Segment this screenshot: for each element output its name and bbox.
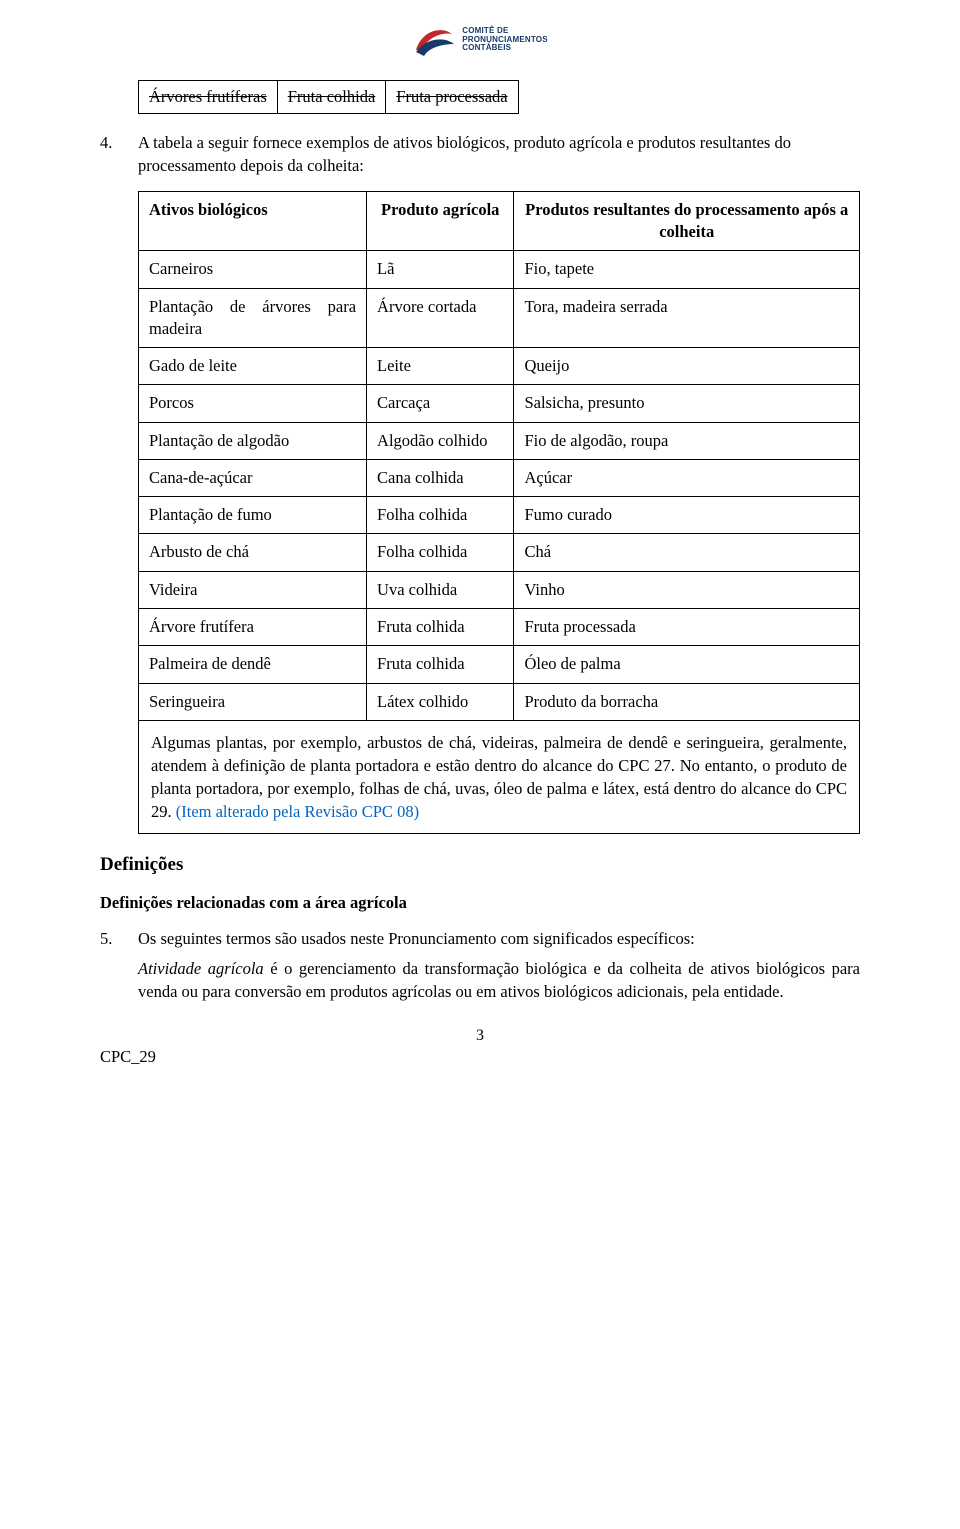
table-cell: Fio de algodão, roupa xyxy=(514,422,860,459)
table-cell: Carcaça xyxy=(367,385,514,422)
table-row: Arbusto de cháFolha colhidaChá xyxy=(139,534,860,571)
table-row: Plantação de árvores para madeiraÁrvore … xyxy=(139,288,860,348)
table-cell: Videira xyxy=(139,571,367,608)
table-header-row: Ativos biológicos Produto agrícola Produ… xyxy=(139,191,860,251)
table-row: Árvore frutíferaFruta colhidaFruta proce… xyxy=(139,608,860,645)
table-cell: Fio, tapete xyxy=(514,251,860,288)
strike-cell-2: Fruta processada xyxy=(386,81,518,114)
subsection-heading: Definições relacionadas com a área agríc… xyxy=(100,892,860,914)
table-cell: Plantação de fumo xyxy=(139,497,367,534)
table-cell: Chá xyxy=(514,534,860,571)
table-note-cell: Algumas plantas, por exemplo, arbustos d… xyxy=(139,720,860,833)
table-cell: Leite xyxy=(367,348,514,385)
logo-swoosh-icon xyxy=(412,20,456,60)
table-cell: Árvore cortada xyxy=(367,288,514,348)
table-cell: Tora, madeira serrada xyxy=(514,288,860,348)
table-cell: Gado de leite xyxy=(139,348,367,385)
table-cell: Fumo curado xyxy=(514,497,860,534)
th-2: Produtos resultantes do processamento ap… xyxy=(514,191,860,251)
table-cell: Látex colhido xyxy=(367,683,514,720)
section-heading-definicoes: Definições xyxy=(100,852,860,878)
table-row: Plantação de fumoFolha colhidaFumo curad… xyxy=(139,497,860,534)
footer: 3 CPC_29 xyxy=(100,1025,860,1069)
table-cell: Açúcar xyxy=(514,459,860,496)
item-4-number: 4. xyxy=(100,132,138,177)
table-cell: Fruta processada xyxy=(514,608,860,645)
table-row: CarneirosLãFio, tapete xyxy=(139,251,860,288)
table-cell: Óleo de palma xyxy=(514,646,860,683)
table-cell: Cana-de-açúcar xyxy=(139,459,367,496)
table-cell: Uva colhida xyxy=(367,571,514,608)
table-cell: Vinho xyxy=(514,571,860,608)
table-cell: Fruta colhida xyxy=(367,646,514,683)
header-logo: COMITÊ DE PRONUNCIAMENTOS CONTÁBEIS xyxy=(100,20,860,60)
table-cell: Lã xyxy=(367,251,514,288)
table-cell: Produto da borracha xyxy=(514,683,860,720)
page-number: 3 xyxy=(100,1025,860,1047)
logo-text: COMITÊ DE PRONUNCIAMENTOS CONTÁBEIS xyxy=(462,27,548,53)
doc-code: CPC_29 xyxy=(100,1046,860,1068)
table-cell: Plantação de algodão xyxy=(139,422,367,459)
table-row: Plantação de algodãoAlgodão colhidoFio d… xyxy=(139,422,860,459)
table-cell: Cana colhida xyxy=(367,459,514,496)
strike-cell-1: Fruta colhida xyxy=(277,81,386,114)
item-5-number: 5. xyxy=(100,928,138,1003)
item-5: 5. Os seguintes termos são usados neste … xyxy=(100,928,860,1003)
item-5-term: Atividade agrícola xyxy=(138,959,264,978)
table-row: Gado de leiteLeiteQueijo xyxy=(139,348,860,385)
item-5-body: Os seguintes termos são usados neste Pro… xyxy=(138,928,860,1003)
item-5-definition: Atividade agrícola é o gerenciamento da … xyxy=(138,958,860,1003)
table-row: VideiraUva colhidaVinho xyxy=(139,571,860,608)
table-cell: Seringueira xyxy=(139,683,367,720)
item-4: 4. A tabela a seguir fornece exemplos de… xyxy=(100,132,860,177)
th-0: Ativos biológicos xyxy=(139,191,367,251)
table-cell: Folha colhida xyxy=(367,534,514,571)
note-revision-text: (Item alterado pela Revisão CPC 08) xyxy=(176,802,419,821)
strike-cell-0: Árvores frutíferas xyxy=(139,81,278,114)
table-cell: Queijo xyxy=(514,348,860,385)
table-note-row: Algumas plantas, por exemplo, arbustos d… xyxy=(139,720,860,833)
table-cell: Árvore frutífera xyxy=(139,608,367,645)
table-row: Cana-de-açúcarCana colhidaAçúcar xyxy=(139,459,860,496)
examples-table: Ativos biológicos Produto agrícola Produ… xyxy=(138,191,860,834)
th-1: Produto agrícola xyxy=(367,191,514,251)
table-cell: Carneiros xyxy=(139,251,367,288)
table-cell: Porcos xyxy=(139,385,367,422)
table-cell: Folha colhida xyxy=(367,497,514,534)
table-row: SeringueiraLátex colhidoProduto da borra… xyxy=(139,683,860,720)
strikethrough-table: Árvores frutíferas Fruta colhida Fruta p… xyxy=(138,80,519,114)
table-row: PorcosCarcaçaSalsicha, presunto xyxy=(139,385,860,422)
table-cell: Arbusto de chá xyxy=(139,534,367,571)
logo: COMITÊ DE PRONUNCIAMENTOS CONTÁBEIS xyxy=(412,20,548,60)
table-cell: Salsicha, presunto xyxy=(514,385,860,422)
table-cell: Fruta colhida xyxy=(367,608,514,645)
table-cell: Palmeira de dendê xyxy=(139,646,367,683)
table-cell: Algodão colhido xyxy=(367,422,514,459)
table-cell: Plantação de árvores para madeira xyxy=(139,288,367,348)
table-row: Palmeira de dendêFruta colhidaÓleo de pa… xyxy=(139,646,860,683)
item-5-lead: Os seguintes termos são usados neste Pro… xyxy=(138,928,860,950)
item-4-text: A tabela a seguir fornece exemplos de at… xyxy=(138,132,860,177)
logo-line3: CONTÁBEIS xyxy=(462,44,548,53)
